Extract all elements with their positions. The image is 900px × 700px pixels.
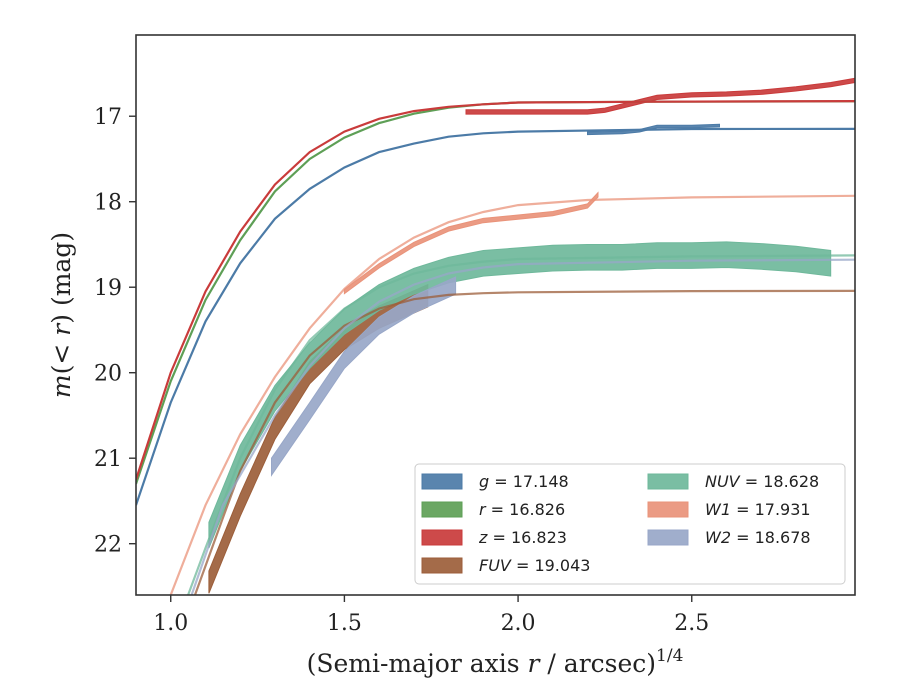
x-tick-label: 2.5: [674, 611, 709, 636]
series-nuv-model: [187, 254, 855, 595]
series-z-model: [136, 100, 855, 480]
legend-swatch-g: [421, 473, 463, 490]
legend-swatch-fuv: [421, 557, 463, 574]
plot-frame: [135, 34, 856, 596]
legend-swatch-w1: [647, 501, 689, 518]
y-tick-label: 21: [94, 447, 122, 472]
series-w2-model: [190, 258, 855, 595]
legend-swatch-r: [421, 501, 463, 518]
legend-swatch-z: [421, 529, 463, 546]
x-axis-label: (Semi-major axis r / arcsec)1/4: [307, 646, 684, 678]
series-z-observed: [465, 77, 855, 115]
legend-label-z: z = 16.823: [478, 528, 567, 547]
y-axis-label: m(< r) (mag): [47, 232, 76, 398]
legend-label-fuv: FUV = 19.043: [479, 556, 590, 575]
legend-label-w1: W1 = 17.931: [705, 500, 811, 519]
legend-label-g: g = 17.148: [479, 472, 569, 491]
y-tick-label: 19: [94, 276, 122, 301]
series-g-model: [136, 127, 855, 506]
legend-frame: [414, 463, 846, 585]
y-tick-label: 18: [94, 191, 122, 216]
legend-swatch-nuv: [647, 473, 689, 490]
x-tick-label: 1.5: [327, 611, 362, 636]
series-fuv-model: [193, 289, 855, 595]
x-axis: 1.0 1.5 2.0 2.5: [153, 595, 709, 636]
legend: g = 17.148 r = 16.826 z = 16.823 FUV = 19.0…: [414, 463, 846, 585]
series-w1-observed: [343, 191, 599, 295]
series-w1-model: [169, 194, 855, 595]
x-tick-label: 1.0: [153, 611, 188, 636]
legend-swatch-w2: [647, 529, 689, 546]
y-tick-label: 17: [94, 105, 122, 130]
series-layer: [136, 77, 855, 595]
y-tick-label: 20: [94, 362, 122, 387]
x-tick-label: 2.0: [501, 611, 536, 636]
legend-label-r: r = 16.826: [479, 500, 565, 519]
plot-area: [135, 34, 856, 596]
y-axis: 17 18 19 20 21 22: [94, 105, 136, 558]
legend-label-w2: W2 = 18.678: [705, 528, 811, 547]
legend-label-nuv: NUV = 18.628: [705, 472, 819, 491]
y-tick-label: 22: [94, 533, 122, 558]
